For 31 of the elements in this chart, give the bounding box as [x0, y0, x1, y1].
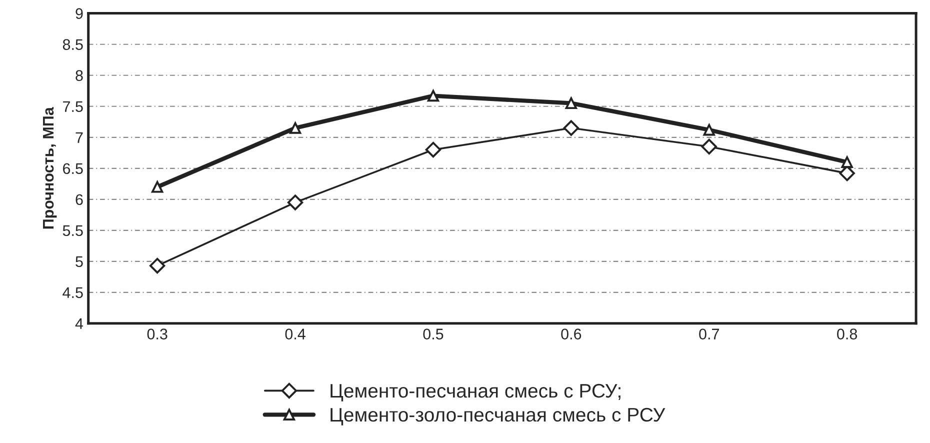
legend-label: Цементо-золо-песчаная смесь с РСУ: [330, 408, 666, 426]
y-tick-label: 7: [76, 132, 83, 143]
x-tick-label: 0.8: [837, 328, 858, 340]
x-tick-label: 0.3: [147, 328, 168, 340]
point: [563, 120, 580, 136]
point: [289, 122, 302, 134]
legend-label: Цементо-песчаная смесь с РСУ;: [330, 384, 620, 402]
y-axis-title: Прочность, МПа: [43, 106, 57, 229]
y-tick-label: 4: [75, 318, 84, 329]
point: [149, 258, 166, 274]
y-tick-label: 7.5: [63, 101, 83, 112]
y-tick-label: 5.5: [62, 225, 83, 236]
y-tick-label: 8: [76, 70, 83, 81]
y-tick-label: 4.5: [62, 287, 83, 298]
point: [151, 181, 164, 193]
point: [427, 90, 440, 102]
x-tick-label: 0.7: [699, 328, 719, 340]
y-tick-label: 6: [76, 194, 83, 206]
x-tick-label: 0.5: [423, 328, 444, 340]
point: [703, 124, 715, 136]
y-tick-label: 6.5: [63, 163, 83, 174]
x-tick-label: 0.6: [561, 328, 582, 340]
point: [841, 156, 853, 168]
point: [287, 194, 304, 210]
point: [425, 142, 442, 158]
point: [565, 97, 578, 110]
y-tick-label: 5: [76, 256, 83, 268]
y-tick-label: 8.5: [62, 39, 83, 50]
y-tick-label: 9: [76, 8, 83, 19]
x-tick-label: 0.4: [285, 328, 306, 340]
point: [701, 138, 717, 154]
